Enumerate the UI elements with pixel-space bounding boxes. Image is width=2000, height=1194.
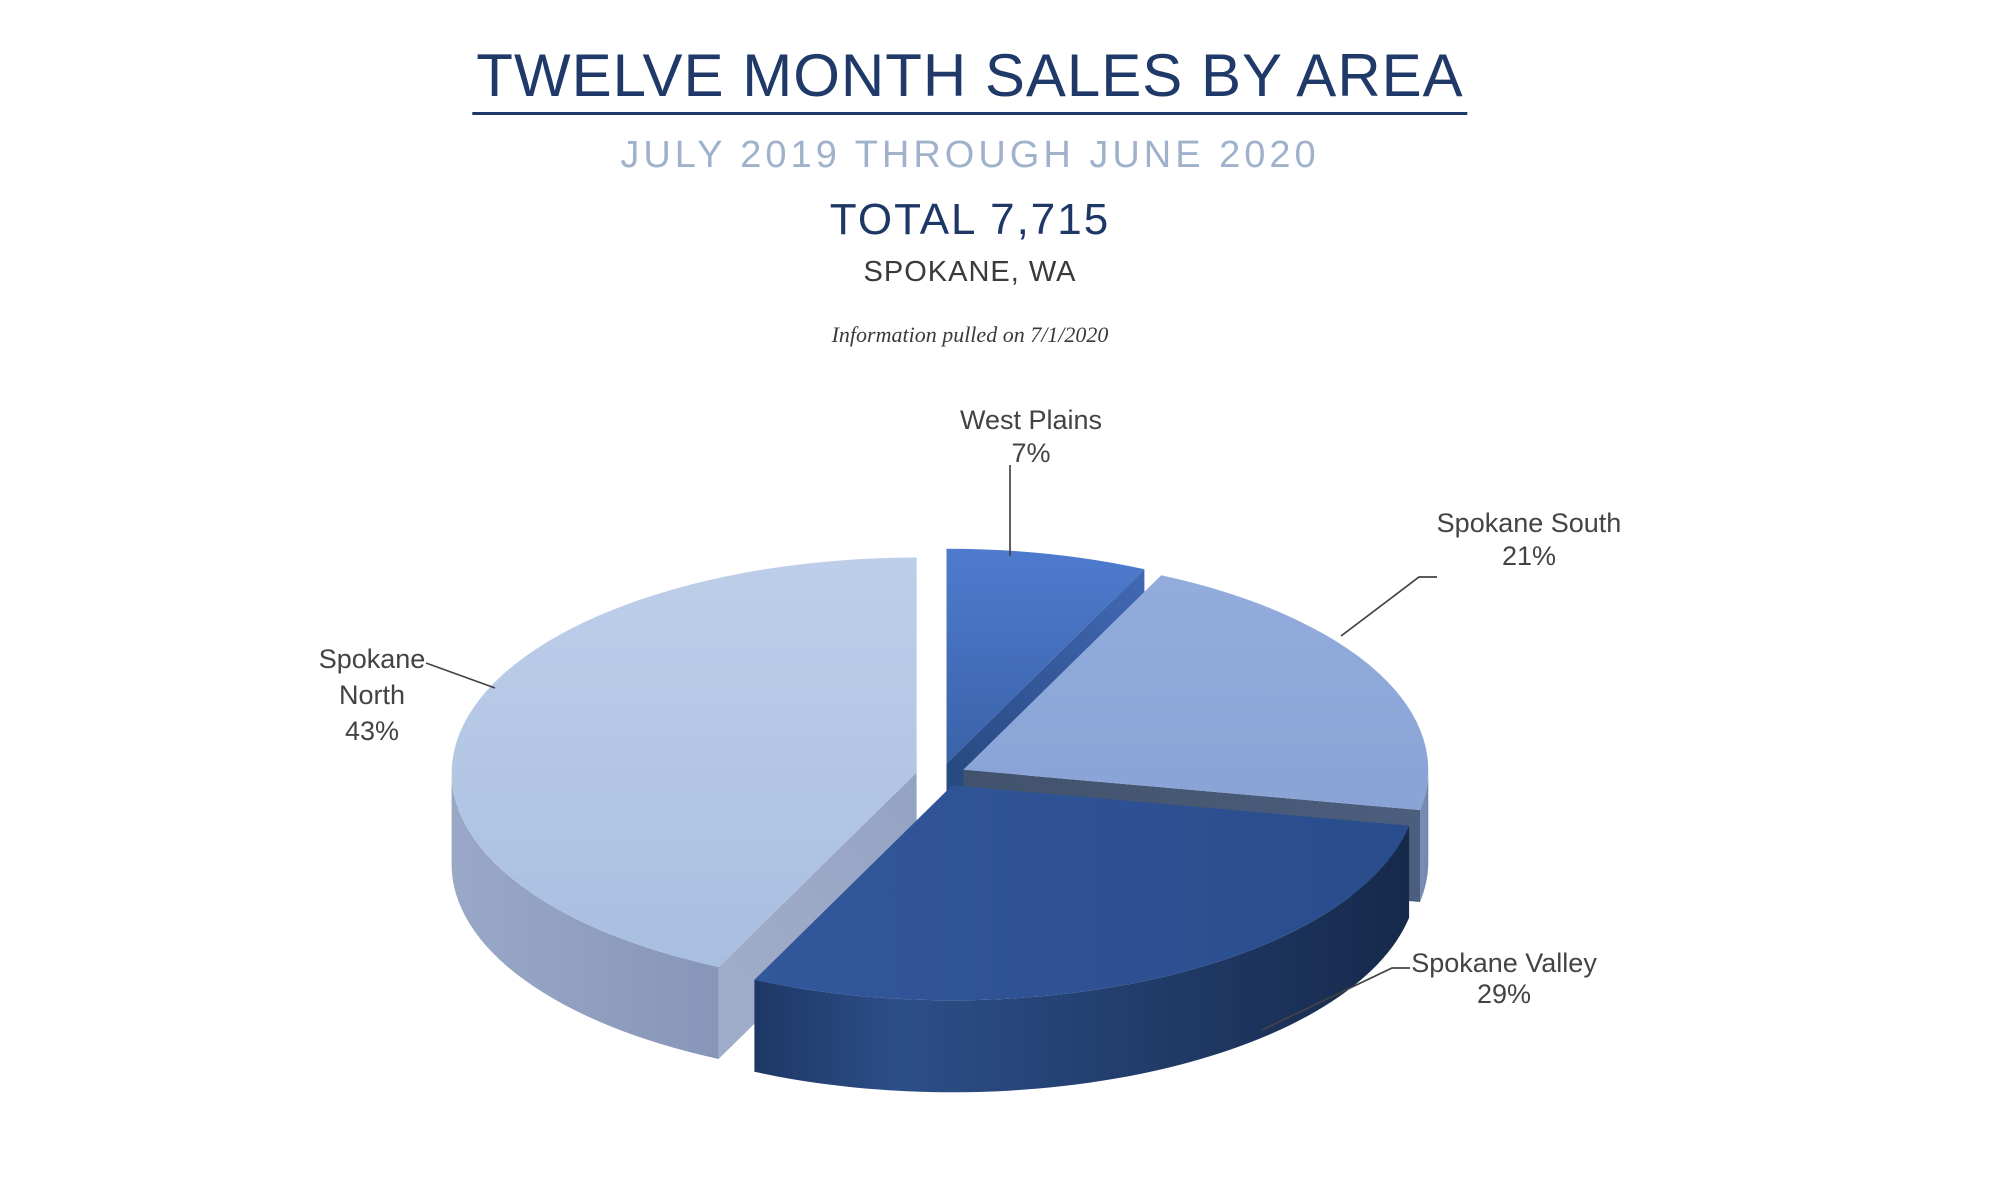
slice-label-west-plains: West Plains 7% (960, 405, 1102, 468)
slice-label-spokane-valley: Spokane Valley 29% (1411, 948, 1597, 1009)
total-sales-label: TOTAL 7,715 (829, 195, 1111, 244)
leader-line-spokane-north (425, 662, 496, 689)
page-title-text: TWELVE MONTH SALES BY AREA (472, 46, 1468, 115)
slice-label-spokane-north: Spokane North 43% (319, 644, 426, 746)
leader-line-spokane-valley (1261, 967, 1410, 1031)
pie-rim-spokane-north (451, 772, 719, 1059)
pie-rim-spokane-south (1420, 769, 1429, 902)
location-label: SPOKANE, WA (863, 256, 1077, 288)
pie-slice-spokane-south (963, 575, 1429, 810)
pie-slice-west-plains (946, 548, 1145, 764)
date-range-subtitle: JULY 2019 THROUGH JUNE 2020 (620, 134, 1320, 176)
pie-slice-spokane-valley (754, 785, 1410, 1001)
pie-rim-spokane-valley (754, 825, 1410, 1093)
leader-line-spokane-south (1340, 576, 1437, 637)
pie-slice-spokane-north (451, 557, 917, 967)
page-title: TWELVE MONTH SALES BY AREA (472, 46, 1468, 115)
info-pulled-note: Information pulled on 7/1/2020 (831, 322, 1109, 347)
slice-label-spokane-south: Spokane South 21% (1437, 508, 1622, 571)
pie-top-faces (451, 548, 1429, 1001)
pie-labels: West Plains 7% Spokane South 21% Spokane Val… (319, 405, 1622, 1031)
